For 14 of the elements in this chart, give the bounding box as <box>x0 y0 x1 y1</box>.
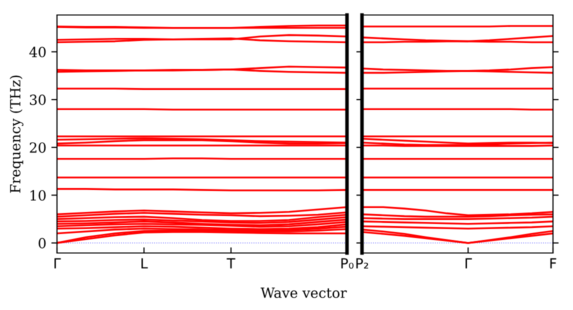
y-axis-title: Frequency (THz) <box>10 76 24 193</box>
x-axis-title: Wave vector <box>260 288 347 298</box>
y-tick-label: 30 <box>30 94 46 106</box>
x-tick-label: Γ <box>54 258 61 268</box>
x-tick-label: L <box>141 258 148 268</box>
x-tick-label: F <box>550 258 556 268</box>
x-tick-label: P₂ <box>356 258 368 268</box>
y-tick-label: 10 <box>30 190 46 201</box>
x-tick-label: P₀ <box>341 258 354 269</box>
y-tick-label: 20 <box>30 142 46 153</box>
x-tick-label: T <box>226 258 236 268</box>
y-tick-label: 0 <box>38 238 46 248</box>
y-tick-label: 40 <box>29 46 46 58</box>
x-tick-label: Γ <box>466 258 472 268</box>
